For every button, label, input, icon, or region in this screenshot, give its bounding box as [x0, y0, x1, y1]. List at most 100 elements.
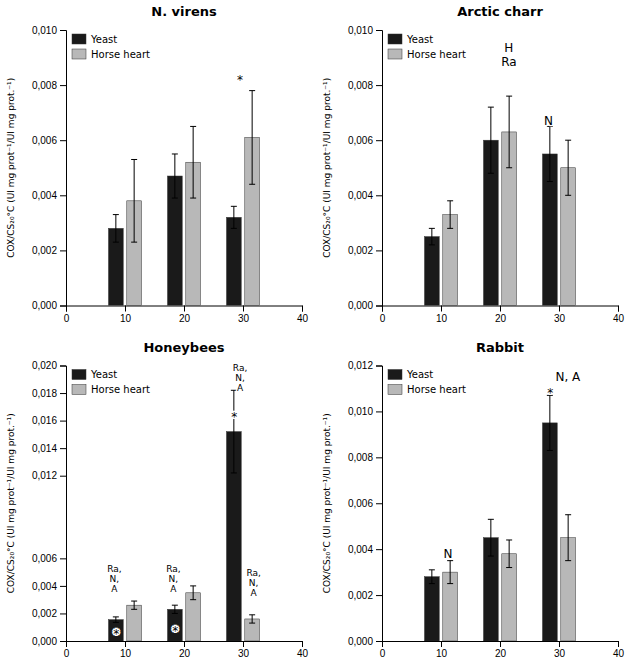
x-axis-tick: 20 [495, 306, 507, 324]
error-bar [429, 570, 435, 584]
y-axis-tick: 0,002 [348, 590, 382, 601]
x-axis-tick: 20 [495, 641, 507, 659]
y-axis-title: COX/CS₂₀°C (UI mg prot⁻¹/UI mg prot.⁻¹) [6, 78, 16, 258]
y-axis-tick-label: 0,002 [348, 245, 373, 256]
x-axis-tick-label: 10 [120, 648, 132, 659]
error-bar [231, 390, 237, 473]
legend-label: Horse heart [91, 49, 150, 60]
annotation: * [237, 73, 243, 87]
legend-swatch [388, 370, 402, 380]
y-axis-tick: 0,006 [348, 498, 382, 509]
x-axis-tick-label: 40 [297, 648, 309, 659]
panel: 0102030400,0000,0020,0040,0060,0080,0100… [322, 340, 624, 660]
y-axis-tick-label: 0,002 [32, 245, 57, 256]
y-axis-tick-label: 0,012 [32, 470, 57, 481]
x-axis-line [67, 642, 303, 648]
y-axis-tick-mark [376, 366, 382, 367]
error-bar [231, 206, 237, 228]
error-bar [506, 540, 512, 568]
y-axis-tick-label: 0,008 [348, 80, 373, 91]
x-axis-tick-mark [243, 641, 244, 647]
y-axis-tick-label: 0,004 [348, 190, 373, 201]
y-axis-tick-mark [60, 195, 66, 196]
x-axis-tick-mark [184, 306, 185, 312]
annotation: Ra,N,A [233, 363, 247, 393]
y-axis-tick-mark [376, 140, 382, 141]
x-axis-tick: 30 [238, 641, 250, 659]
annotation: * [113, 627, 119, 641]
y-axis-tick-label: 0,004 [348, 544, 373, 555]
annotation-line: A [170, 584, 177, 594]
y-axis-tick-label: 0,002 [348, 590, 373, 601]
x-axis-tick-mark [302, 641, 303, 647]
annotation: N [444, 547, 453, 561]
legend-item: Yeast [388, 369, 433, 380]
plot-area [108, 390, 259, 641]
x-axis-tick: 20 [179, 641, 191, 659]
y-axis-tick-mark [376, 411, 382, 412]
error-bar [249, 91, 255, 185]
error-bar [131, 159, 137, 242]
bar-series [108, 154, 241, 306]
x-axis-tick-mark [559, 641, 560, 647]
y-axis-tick-mark [60, 250, 66, 251]
annotation-line: A [111, 584, 118, 594]
y-axis-tick-mark [60, 393, 66, 394]
annotation: Ra,N,A [107, 564, 121, 594]
y-axis-tick-label: 0,000 [32, 636, 57, 647]
y-axis-tick: 0,002 [32, 608, 66, 619]
y-axis-tick: 0,002 [348, 245, 382, 256]
legend-label: Yeast [90, 369, 117, 380]
legend-label: Horse heart [407, 49, 466, 60]
y-axis-tick: 0,004 [32, 190, 66, 201]
legend-swatch [72, 49, 86, 59]
x-axis-tick-label: 20 [179, 648, 191, 659]
x-axis-tick: 40 [297, 306, 309, 324]
plot-area [424, 395, 575, 641]
annotation-line: N, [235, 373, 245, 383]
y-axis-tick-mark [376, 195, 382, 196]
legend-label: Yeast [406, 34, 433, 45]
annotations: N*N, A [444, 370, 581, 561]
y-axis-tick: 0,002 [32, 245, 66, 256]
annotation: * [547, 386, 553, 400]
bar [167, 609, 182, 641]
x-axis-tick: 0 [380, 306, 386, 324]
y-axis-tick-mark [376, 457, 382, 458]
bar-series [443, 96, 576, 305]
y-axis-tick: 0,010 [348, 406, 382, 417]
legend-label: Yeast [406, 369, 433, 380]
x-axis-tick: 30 [554, 306, 566, 324]
plot-area [424, 96, 575, 305]
annotation-line: A [251, 588, 258, 598]
y-axis-tick-mark [60, 613, 66, 614]
x-axis-tick: 40 [297, 641, 309, 659]
annotation-line: N [444, 547, 453, 561]
y-axis: 0,0000,0020,0040,0060,0080,010 [348, 25, 383, 312]
y-axis-tick-label: 0,000 [348, 300, 373, 311]
y-axis-tick: 0,004 [348, 190, 382, 201]
x-axis-tick-mark [302, 306, 303, 312]
y-axis-tick: 0,020 [32, 360, 66, 371]
bar [127, 605, 142, 641]
y-axis-tick-label: 0,016 [32, 415, 57, 426]
y-axis-tick: 0,018 [32, 388, 66, 399]
annotation: * [172, 624, 178, 638]
annotation-line: * [237, 73, 243, 87]
y-axis-line [60, 366, 67, 642]
bar-series [424, 107, 557, 305]
x-axis-tick-label: 0 [380, 648, 386, 659]
y-axis-tick: 0,014 [32, 443, 66, 454]
plot-area [108, 91, 259, 306]
y-axis-line [376, 31, 383, 307]
legend-swatch [388, 385, 402, 395]
y-axis-tick-mark [60, 476, 66, 477]
bar [542, 423, 557, 641]
x-axis-tick-label: 40 [297, 313, 309, 324]
y-axis-tick: 0,006 [348, 135, 382, 146]
y-axis: 0,0000,0020,0040,0060,0080,0100,012 [348, 360, 383, 647]
bar-series [108, 390, 241, 641]
y-axis-tick: 0,000 [32, 636, 66, 647]
annotation: Ra,N,A [246, 568, 260, 598]
y-axis-tick-mark [376, 549, 382, 550]
